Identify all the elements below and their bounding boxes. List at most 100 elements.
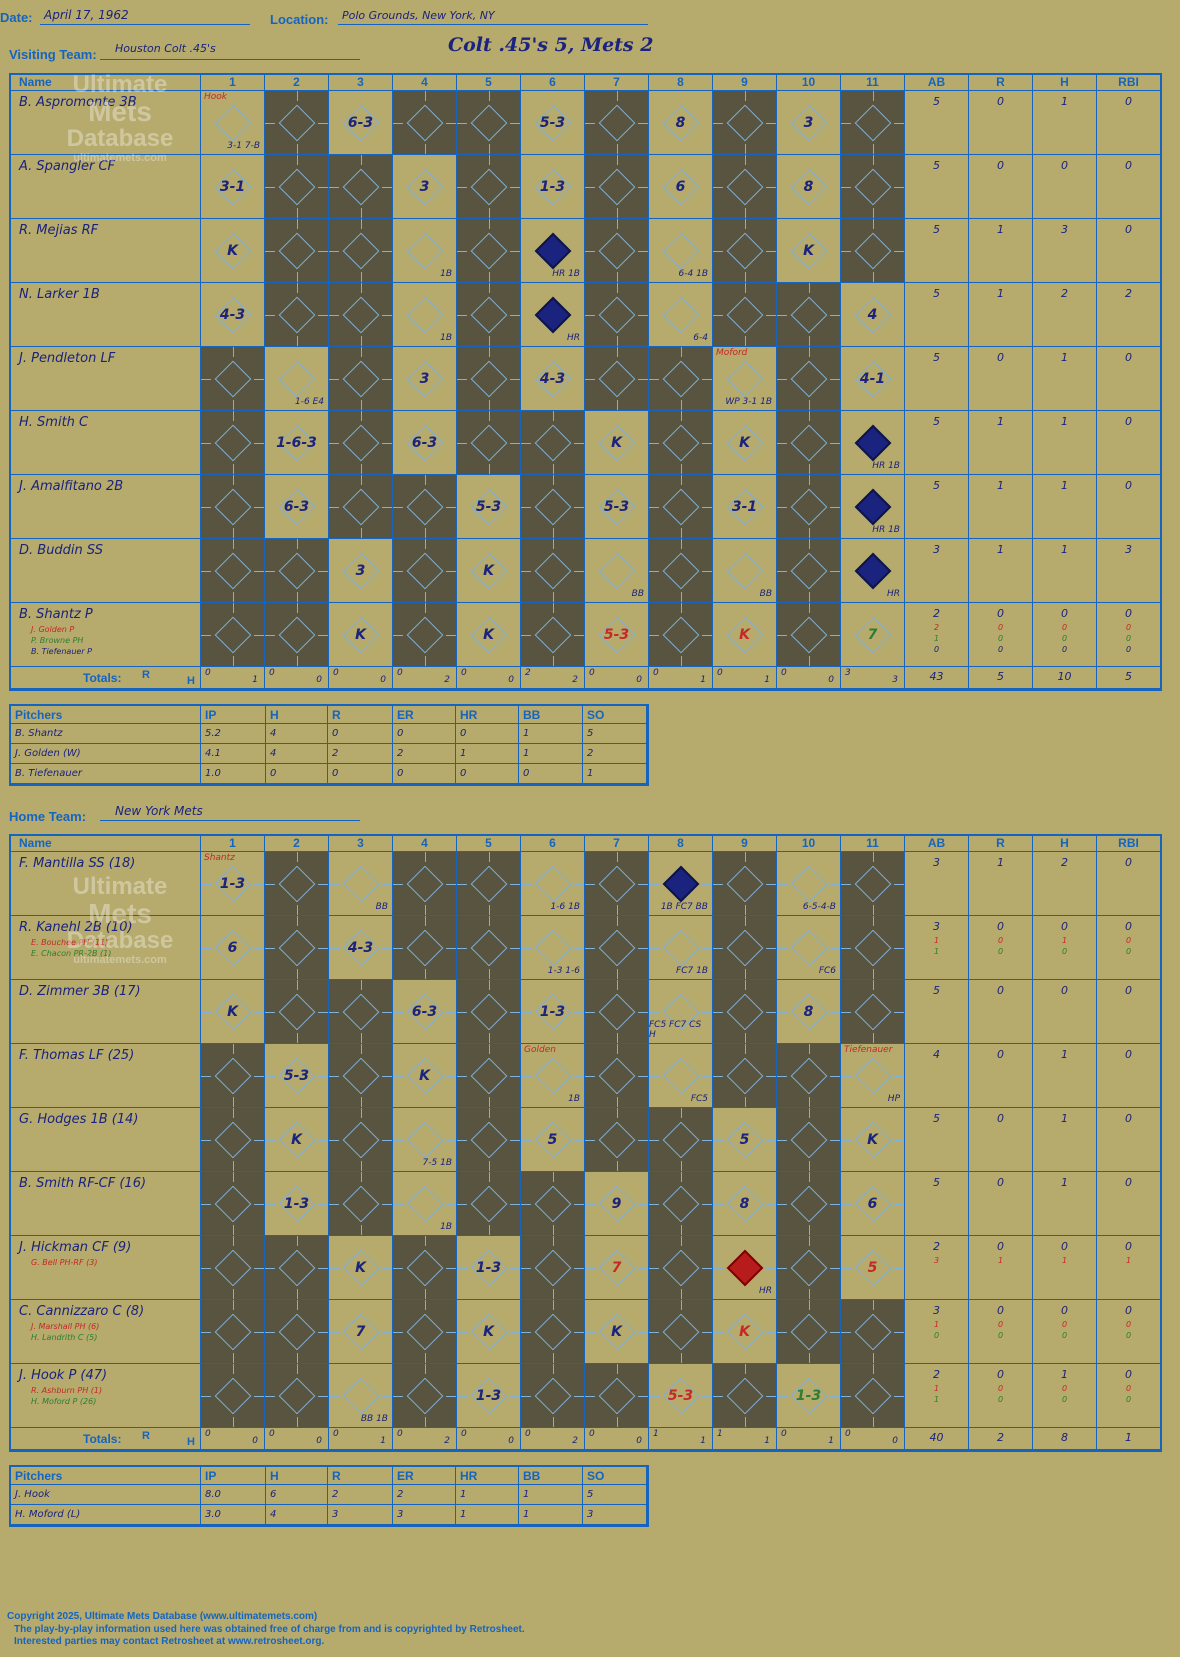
at-bat-cell[interactable]: 1-3 — [457, 1236, 521, 1300]
at-bat-cell[interactable] — [841, 219, 905, 283]
at-bat-cell[interactable] — [585, 1044, 649, 1108]
at-bat-cell[interactable]: BB — [329, 852, 393, 916]
at-bat-cell[interactable]: 5-3 — [265, 1044, 329, 1108]
at-bat-cell[interactable] — [713, 852, 777, 916]
at-bat-cell[interactable]: 5-3 — [585, 603, 649, 667]
at-bat-cell[interactable]: K — [713, 411, 777, 475]
at-bat-cell[interactable]: K — [457, 603, 521, 667]
at-bat-cell[interactable] — [265, 155, 329, 219]
at-bat-cell[interactable] — [841, 980, 905, 1044]
at-bat-cell[interactable]: K — [201, 219, 265, 283]
at-bat-cell[interactable] — [521, 1236, 585, 1300]
at-bat-cell[interactable]: 1-3 — [457, 1364, 521, 1428]
at-bat-cell[interactable]: 1-6 E4 — [265, 347, 329, 411]
at-bat-cell[interactable] — [777, 603, 841, 667]
at-bat-cell[interactable] — [713, 283, 777, 347]
at-bat-cell[interactable]: Moford WP 3-1 1B — [713, 347, 777, 411]
at-bat-cell[interactable] — [649, 475, 713, 539]
at-bat-cell[interactable] — [777, 1108, 841, 1172]
at-bat-cell[interactable]: 7 — [329, 1300, 393, 1364]
at-bat-cell[interactable] — [713, 1044, 777, 1108]
at-bat-cell[interactable] — [393, 91, 457, 155]
at-bat-cell[interactable] — [265, 219, 329, 283]
at-bat-cell[interactable] — [329, 980, 393, 1044]
at-bat-cell[interactable] — [393, 603, 457, 667]
at-bat-cell[interactable] — [329, 219, 393, 283]
at-bat-cell[interactable]: FC6 — [777, 916, 841, 980]
at-bat-cell[interactable] — [649, 411, 713, 475]
at-bat-cell[interactable]: 9 — [585, 1172, 649, 1236]
at-bat-cell[interactable]: K — [457, 539, 521, 603]
at-bat-cell[interactable]: FC5 — [649, 1044, 713, 1108]
at-bat-cell[interactable] — [201, 1300, 265, 1364]
at-bat-cell[interactable]: 8 — [777, 155, 841, 219]
at-bat-cell[interactable] — [585, 852, 649, 916]
at-bat-cell[interactable]: K — [201, 980, 265, 1044]
at-bat-cell[interactable] — [585, 980, 649, 1044]
at-bat-cell[interactable]: HR — [713, 1236, 777, 1300]
at-bat-cell[interactable]: K — [585, 411, 649, 475]
at-bat-cell[interactable]: 6-3 — [329, 91, 393, 155]
at-bat-cell[interactable] — [521, 539, 585, 603]
at-bat-cell[interactable] — [841, 1300, 905, 1364]
at-bat-cell[interactable] — [329, 1044, 393, 1108]
at-bat-cell[interactable]: 4-3 — [201, 283, 265, 347]
at-bat-cell[interactable] — [201, 411, 265, 475]
at-bat-cell[interactable]: 7-5 1B — [393, 1108, 457, 1172]
at-bat-cell[interactable] — [201, 347, 265, 411]
at-bat-cell[interactable] — [585, 1108, 649, 1172]
at-bat-cell[interactable] — [265, 283, 329, 347]
at-bat-cell[interactable]: K — [585, 1300, 649, 1364]
at-bat-cell[interactable] — [585, 91, 649, 155]
at-bat-cell[interactable]: 5-3 — [521, 91, 585, 155]
at-bat-cell[interactable] — [841, 1364, 905, 1428]
at-bat-cell[interactable]: 1B — [393, 1172, 457, 1236]
at-bat-cell[interactable]: 1B — [393, 219, 457, 283]
at-bat-cell[interactable]: 7 — [841, 603, 905, 667]
at-bat-cell[interactable] — [521, 1300, 585, 1364]
at-bat-cell[interactable]: 3-1 — [713, 475, 777, 539]
at-bat-cell[interactable] — [457, 1044, 521, 1108]
at-bat-cell[interactable]: 1-3 — [777, 1364, 841, 1428]
at-bat-cell[interactable] — [777, 1172, 841, 1236]
at-bat-cell[interactable] — [777, 539, 841, 603]
at-bat-cell[interactable] — [457, 1108, 521, 1172]
at-bat-cell[interactable]: 6-3 — [393, 411, 457, 475]
at-bat-cell[interactable]: FC7 1B — [649, 916, 713, 980]
at-bat-cell[interactable]: 1B — [393, 283, 457, 347]
at-bat-cell[interactable] — [841, 916, 905, 980]
at-bat-cell[interactable]: 5 — [713, 1108, 777, 1172]
at-bat-cell[interactable]: 5 — [521, 1108, 585, 1172]
at-bat-cell[interactable]: 3 — [393, 155, 457, 219]
at-bat-cell[interactable]: 3 — [393, 347, 457, 411]
at-bat-cell[interactable]: 8 — [713, 1172, 777, 1236]
at-bat-cell[interactable] — [265, 980, 329, 1044]
at-bat-cell[interactable] — [777, 411, 841, 475]
at-bat-cell[interactable] — [393, 475, 457, 539]
at-bat-cell[interactable]: K — [841, 1108, 905, 1172]
at-bat-cell[interactable] — [713, 980, 777, 1044]
at-bat-cell[interactable] — [713, 219, 777, 283]
at-bat-cell[interactable] — [393, 539, 457, 603]
at-bat-cell[interactable]: 3 — [329, 539, 393, 603]
at-bat-cell[interactable]: Hook 3-1 7-B — [201, 91, 265, 155]
at-bat-cell[interactable]: K — [457, 1300, 521, 1364]
at-bat-cell[interactable]: 3 — [777, 91, 841, 155]
at-bat-cell[interactable] — [393, 1236, 457, 1300]
at-bat-cell[interactable]: 8 — [649, 91, 713, 155]
at-bat-cell[interactable] — [457, 347, 521, 411]
at-bat-cell[interactable] — [329, 347, 393, 411]
at-bat-cell[interactable] — [521, 1364, 585, 1428]
at-bat-cell[interactable] — [201, 475, 265, 539]
at-bat-cell[interactable] — [521, 411, 585, 475]
at-bat-cell[interactable]: 6 — [841, 1172, 905, 1236]
at-bat-cell[interactable] — [649, 1236, 713, 1300]
at-bat-cell[interactable] — [393, 1300, 457, 1364]
at-bat-cell[interactable]: 4-1 — [841, 347, 905, 411]
at-bat-cell[interactable] — [521, 1172, 585, 1236]
at-bat-cell[interactable]: 4-3 — [521, 347, 585, 411]
at-bat-cell[interactable]: HR — [521, 283, 585, 347]
at-bat-cell[interactable]: 1-3 — [521, 980, 585, 1044]
at-bat-cell[interactable]: 8 — [777, 980, 841, 1044]
at-bat-cell[interactable]: HR 1B — [841, 475, 905, 539]
